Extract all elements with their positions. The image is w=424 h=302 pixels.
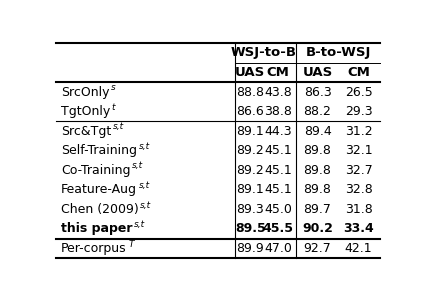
Text: 31.8: 31.8 xyxy=(345,203,372,216)
Text: s,t: s,t xyxy=(113,122,124,131)
Text: Feature-Aug: Feature-Aug xyxy=(61,183,137,196)
Text: Co-Training: Co-Training xyxy=(61,164,131,177)
Text: 88.2: 88.2 xyxy=(304,105,332,118)
Text: s: s xyxy=(111,83,116,92)
Text: 89.1: 89.1 xyxy=(236,183,264,196)
Text: 44.3: 44.3 xyxy=(264,125,292,138)
Text: TgtOnly: TgtOnly xyxy=(61,105,111,118)
Text: Chen (2009): Chen (2009) xyxy=(61,203,139,216)
Text: s,t: s,t xyxy=(134,220,145,229)
Text: 86.3: 86.3 xyxy=(304,85,332,98)
Text: UAS: UAS xyxy=(235,66,265,79)
Text: 89.3: 89.3 xyxy=(236,203,264,216)
Text: s,t: s,t xyxy=(140,201,151,210)
Text: WSJ-to-B: WSJ-to-B xyxy=(230,47,296,59)
Text: 42.1: 42.1 xyxy=(345,242,372,255)
Text: 89.1: 89.1 xyxy=(236,125,264,138)
Text: 89.2: 89.2 xyxy=(236,164,264,177)
Text: 90.2: 90.2 xyxy=(302,223,333,236)
Text: Self-Training: Self-Training xyxy=(61,144,137,157)
Text: s,t: s,t xyxy=(139,142,150,151)
Text: t: t xyxy=(112,103,115,112)
Text: 88.8: 88.8 xyxy=(236,85,264,98)
Text: this paper: this paper xyxy=(61,223,133,236)
Text: 31.2: 31.2 xyxy=(345,125,372,138)
Text: 45.5: 45.5 xyxy=(262,223,293,236)
Text: 89.9: 89.9 xyxy=(236,242,264,255)
Text: Src&Tgt: Src&Tgt xyxy=(61,125,112,138)
Text: T: T xyxy=(128,240,134,249)
Text: 89.8: 89.8 xyxy=(304,164,332,177)
Text: UAS: UAS xyxy=(302,66,333,79)
Text: 32.8: 32.8 xyxy=(345,183,372,196)
Text: SrcOnly: SrcOnly xyxy=(61,85,110,98)
Text: 32.1: 32.1 xyxy=(345,144,372,157)
Text: 92.7: 92.7 xyxy=(304,242,332,255)
Text: 45.1: 45.1 xyxy=(264,144,292,157)
Text: 89.8: 89.8 xyxy=(304,183,332,196)
Text: 29.3: 29.3 xyxy=(345,105,372,118)
Text: 38.8: 38.8 xyxy=(264,105,292,118)
Text: CM: CM xyxy=(347,66,370,79)
Text: CM: CM xyxy=(267,66,290,79)
Text: Per-corpus: Per-corpus xyxy=(61,242,127,255)
Text: 43.8: 43.8 xyxy=(264,85,292,98)
Text: 45.0: 45.0 xyxy=(264,203,292,216)
Text: s,t: s,t xyxy=(132,162,143,171)
Text: B-to-WSJ: B-to-WSJ xyxy=(306,47,371,59)
Text: 89.5: 89.5 xyxy=(235,223,265,236)
Text: 89.7: 89.7 xyxy=(304,203,332,216)
Text: 86.6: 86.6 xyxy=(236,105,264,118)
Text: 45.1: 45.1 xyxy=(264,183,292,196)
Text: 47.0: 47.0 xyxy=(264,242,292,255)
Text: s,t: s,t xyxy=(139,181,150,190)
Text: 33.4: 33.4 xyxy=(343,223,374,236)
Text: 26.5: 26.5 xyxy=(345,85,372,98)
Text: 89.8: 89.8 xyxy=(304,144,332,157)
Text: 32.7: 32.7 xyxy=(345,164,372,177)
Text: 89.2: 89.2 xyxy=(236,144,264,157)
Text: 45.1: 45.1 xyxy=(264,164,292,177)
Text: 89.4: 89.4 xyxy=(304,125,332,138)
